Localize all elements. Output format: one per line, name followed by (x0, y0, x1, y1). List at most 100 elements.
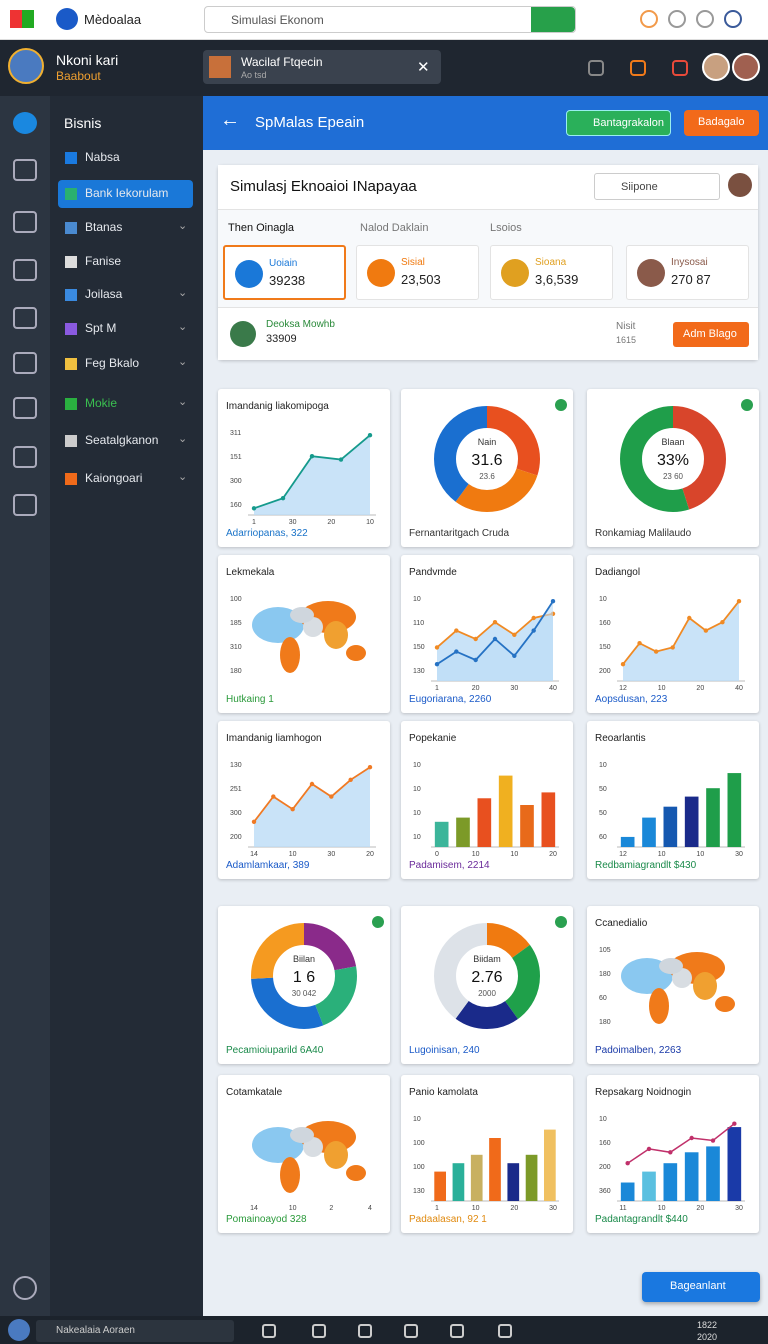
task-search[interactable]: Nakealaia Aoraen (36, 1320, 234, 1342)
widget-card[interactable]: Pandvmde Eugoriarana, 2260 130 150 110 10 1 20 3… (401, 555, 573, 713)
sidebar-title: Bisnis (64, 115, 102, 131)
donut-segment (251, 923, 357, 1029)
widget-footer: Adarriopanas, 322 (226, 528, 308, 539)
widget-card[interactable]: Repsakarg Noidnogin Padantagrandlt $440 36… (587, 1075, 759, 1233)
stat-card[interactable]: Sisial 23,503 (356, 245, 479, 300)
widget-card[interactable]: Reoarlantis Redbamiagrandlt $430 60 50 50 10 1… (587, 721, 759, 879)
x-tick-label: 10 (696, 851, 704, 858)
search-button[interactable] (531, 7, 575, 32)
icon-rail (0, 96, 50, 1316)
header-button[interactable]: Bantagrakalon (566, 110, 671, 136)
stat-icon (367, 259, 395, 287)
task-icon[interactable] (498, 1324, 512, 1338)
search-box[interactable]: Simulasi Ekonom (204, 6, 576, 33)
header-button[interactable]: Badagalo (684, 110, 759, 136)
bar-icon[interactable] (630, 60, 646, 76)
fab[interactable]: Bageanlant (642, 1272, 760, 1302)
top-icon[interactable] (696, 10, 714, 28)
y-tick-label: 200 (230, 834, 242, 841)
bar-icon[interactable] (672, 60, 688, 76)
sidebar-item[interactable]: Spt M (85, 321, 117, 335)
point (271, 794, 276, 799)
panel-tab[interactable]: Then Oinagla (228, 222, 295, 234)
sidebar-item[interactable]: Seatalgkanon (85, 433, 159, 447)
panel-tab[interactable]: Lsoios (490, 222, 522, 234)
panel-cta[interactable]: Adm Blago (673, 322, 749, 347)
sidebar-item[interactable]: Kaiongoari (85, 471, 143, 485)
donut-label: Biidam (473, 954, 501, 964)
y-tick-label: 185 (230, 620, 242, 627)
point (670, 645, 675, 650)
stat-card[interactable]: Uoiain 39238 (223, 245, 346, 300)
bar (544, 1129, 556, 1201)
top-icon[interactable] (640, 10, 658, 28)
widget-title: Repsakarg Noidnogin (595, 1087, 691, 1098)
tab-close[interactable]: ✕ (417, 59, 430, 76)
widget-card[interactable]: Dadiangol Aopsdusan, 223 200 150 160 10 12 10 20… (587, 555, 759, 713)
task-icon[interactable] (312, 1324, 326, 1338)
y-tick-label: 100 (413, 1140, 425, 1147)
sidebar-item[interactable]: Fanise (85, 254, 122, 268)
widget-card[interactable]: Ronkamiag Malilaudo Blaan 33% 23 60 (587, 389, 759, 547)
sidebar-item[interactable]: Mokie (85, 396, 118, 410)
bar (663, 1163, 678, 1201)
rail-icon[interactable] (13, 159, 37, 181)
panel-tab[interactable]: Nalod Daklain (360, 222, 429, 234)
nisit-sub: 1615 (616, 335, 637, 345)
widget-card[interactable]: Lugoinisan, 240 Biidam 2.76 2000 (401, 906, 573, 1064)
widget-card[interactable]: Lekmekala Hutkaing 1 180 310 185 100 (218, 555, 390, 713)
sidebar-item[interactable]: Nabsa (85, 150, 120, 164)
bar (498, 775, 513, 847)
widget-card[interactable]: Fernantaritgach Cruda Nain 31.6 23.6 (401, 389, 573, 547)
y-tick-label: 10 (599, 762, 607, 769)
bar-icon[interactable] (588, 60, 604, 76)
widget-card[interactable]: Imandanig liamhogon Adamlamkaar, 389 200 30… (218, 721, 390, 879)
rail-icon[interactable] (13, 259, 37, 281)
rail-icon[interactable] (13, 446, 37, 468)
sidebar-item[interactable]: Feg Bkalo (85, 356, 140, 370)
task-icon[interactable] (450, 1324, 464, 1338)
rail-icon[interactable] (13, 211, 37, 233)
y-tick-label: 311 (230, 430, 241, 437)
sidebar-item[interactable]: Bank Iekorulam (85, 186, 169, 200)
donut-sub: 23 60 (663, 472, 684, 481)
extra-card (218, 307, 758, 360)
task-icon[interactable] (358, 1324, 372, 1338)
sidebar-item[interactable]: Joilasa (85, 287, 123, 301)
stat-card[interactable]: Inysosai 270 87 (626, 245, 749, 300)
widget-footer: Fernantaritgach Cruda (409, 528, 509, 539)
rail-icon[interactable] (13, 307, 37, 329)
task-icon[interactable] (404, 1324, 418, 1338)
x-tick-label: 30 (735, 1205, 743, 1212)
sidebar-icon (65, 473, 77, 485)
widget-card[interactable]: Imandanig liakomipoga Adarriopanas, 322 16… (218, 389, 390, 547)
widget-card[interactable]: Cotamkatale Pomainoayod 328 14 10 2 4 (218, 1075, 390, 1233)
panel-search[interactable]: Siipone (594, 173, 720, 200)
chevron: ⌄ (178, 433, 188, 445)
stat-card[interactable]: Sioana 3,6,539 (490, 245, 613, 300)
widget-card[interactable]: Ccanedialio Padoimalben, 2263 180 60 180 105 (587, 906, 759, 1064)
point (668, 1150, 673, 1155)
search-text: Simulasi Ekonom (231, 13, 324, 27)
task-icon[interactable] (262, 1324, 276, 1338)
y-tick-label: 130 (413, 668, 425, 675)
point (290, 807, 295, 812)
widget-chart: Imandanig liakomipoga Adarriopanas, 322 16… (226, 401, 376, 539)
stat-icon (235, 260, 263, 288)
widget-card[interactable]: Panio kamolata Padaalasan, 92 1 130 100 100 1… (401, 1075, 573, 1233)
widget-card[interactable]: Popekanie Padamisem, 2214 10 10 10 10 0 10 10 20 (401, 721, 573, 879)
rail-icon[interactable] (13, 397, 37, 419)
back-arrow[interactable]: ← (220, 109, 240, 131)
x-tick-label: 12 (619, 851, 627, 858)
x-tick-label: 1 (252, 519, 256, 526)
rail-icon[interactable] (13, 1276, 37, 1300)
rail-icon[interactable] (13, 112, 37, 134)
y-tick-label: 310 (230, 644, 242, 651)
rail-icon[interactable] (13, 494, 37, 516)
tab[interactable]: Wacilaf Ftqecin Ao tsd ✕ (203, 50, 441, 84)
sidebar-item[interactable]: Btanas (85, 220, 123, 234)
top-icon[interactable] (668, 10, 686, 28)
widget-card[interactable]: Pecamioiuparild 6A40 Biilan 1 6 30 042 (218, 906, 390, 1064)
top-icon[interactable] (724, 10, 742, 28)
rail-icon[interactable] (13, 352, 37, 374)
